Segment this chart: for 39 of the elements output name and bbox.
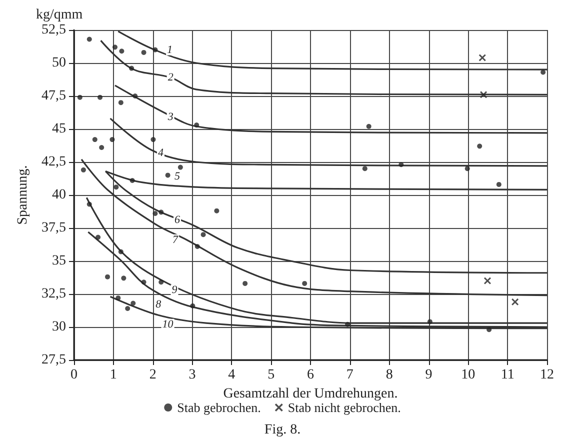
annotation: 10 [162,318,174,330]
y-tick-label: 47,5 [42,88,66,104]
y-tick-label: 27,5 [42,352,66,368]
x-tick-label: 8 [386,368,393,382]
x-axis-title: Gesamtzahl der Umdrehungen. [223,386,398,402]
y-tick-label: 32,5 [42,286,66,302]
x-tick-label: 11 [500,368,514,382]
annotation: 5 [174,170,181,183]
y-tick-label: 40 [52,188,66,202]
y-tick-label: 37,5 [42,220,66,236]
annotation: 4 [158,146,164,159]
x-tick-label: 7 [346,368,354,382]
x-tick-label: 9 [425,368,432,382]
y-tick-label: 42,5 [42,154,66,170]
legend-label: Stab nicht gebrochen. [288,400,401,415]
y-tick-label: 45 [52,122,66,136]
y-axis-title: Spannung. [16,165,30,225]
annotation: 3 [166,111,174,124]
caption: Fig. 8. [264,422,301,438]
annotation: 7 [172,234,179,246]
x-tick-label: 2 [149,368,156,382]
legend-label: Stab gebrochen. [177,400,261,415]
x-tick-label: 6 [307,368,314,382]
x-tick-label: 0 [70,368,78,382]
x-tick-label: 5 [268,368,275,382]
annotation: 8 [156,298,162,311]
annotation: 1 [167,44,173,56]
y-tick-label: 50 [52,56,66,70]
x-tick-label: 3 [188,368,196,382]
x-tick-label: 10 [461,368,476,382]
annotation: 9 [172,284,178,296]
y-tick-label: 35 [52,254,66,268]
y-tick-label: 30 [52,320,66,334]
annotation: 6 [174,214,181,226]
x-tick-label: 12 [540,368,554,382]
x-tick-label: 4 [228,368,236,382]
text: kg/qmm [36,8,83,22]
x-tick-label: 1 [110,368,117,382]
y-tick-label: 52,5 [42,22,66,38]
